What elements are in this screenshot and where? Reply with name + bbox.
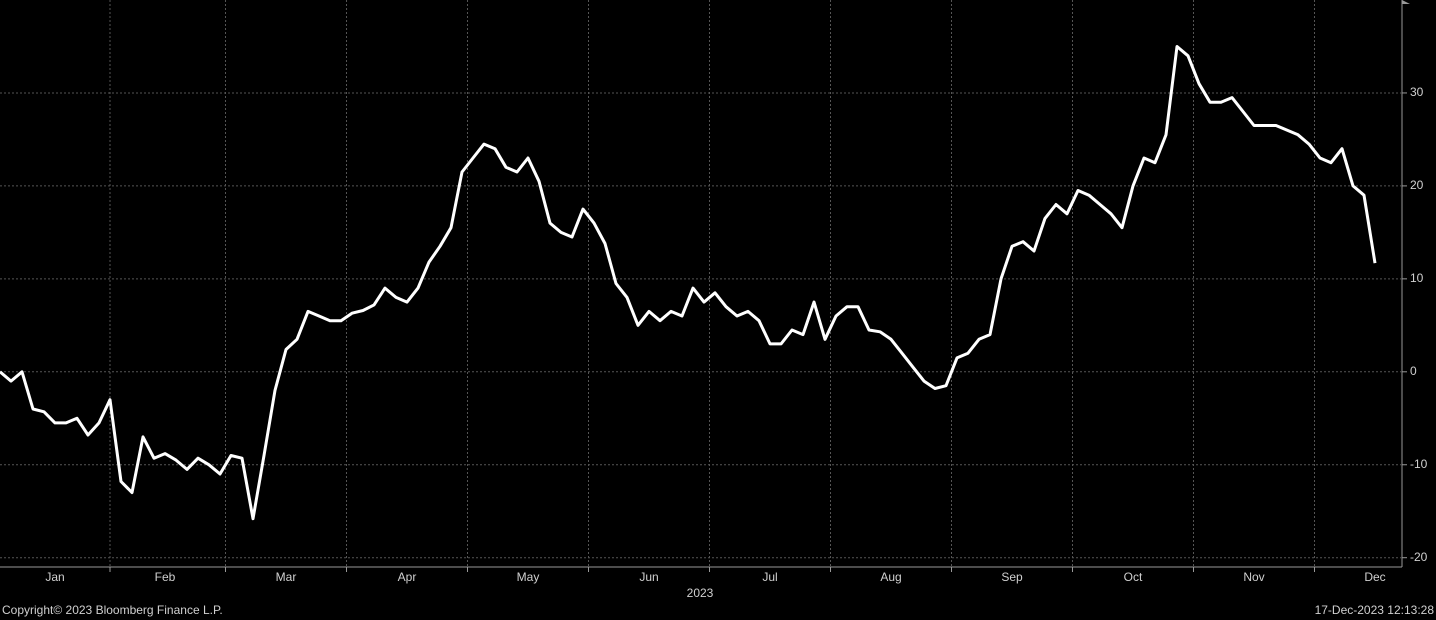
x-tick-label: Feb	[155, 570, 176, 584]
axis-arrow	[1402, 0, 1410, 4]
x-tick-label: Nov	[1243, 570, 1264, 584]
x-tick-label: Jan	[45, 570, 64, 584]
y-tick-label: 0	[1410, 364, 1417, 378]
y-tick-label: 20	[1410, 178, 1424, 192]
x-axis-label: 2023	[687, 586, 714, 600]
x-tick-label: Dec	[1364, 570, 1385, 584]
y-tick-label: -20	[1410, 550, 1428, 564]
x-tick-label: Oct	[1124, 570, 1143, 584]
data-line	[0, 45, 1377, 521]
x-tick-label: Mar	[276, 570, 297, 584]
footer-left: Copyright© 2023 Bloomberg Finance L.P.	[2, 603, 223, 617]
y-tick-label: 10	[1410, 271, 1424, 285]
x-tick-label: Sep	[1001, 570, 1023, 584]
y-tick-label: 30	[1410, 85, 1424, 99]
x-tick-label: Apr	[398, 570, 417, 584]
x-tick-label: Jun	[639, 570, 658, 584]
x-tick-label: Aug	[880, 570, 901, 584]
footer-right: 17-Dec-2023 12:13:28	[1315, 603, 1435, 617]
x-tick-label: May	[517, 570, 540, 584]
x-tick-label: Jul	[762, 570, 777, 584]
y-tick-label: -10	[1410, 457, 1428, 471]
